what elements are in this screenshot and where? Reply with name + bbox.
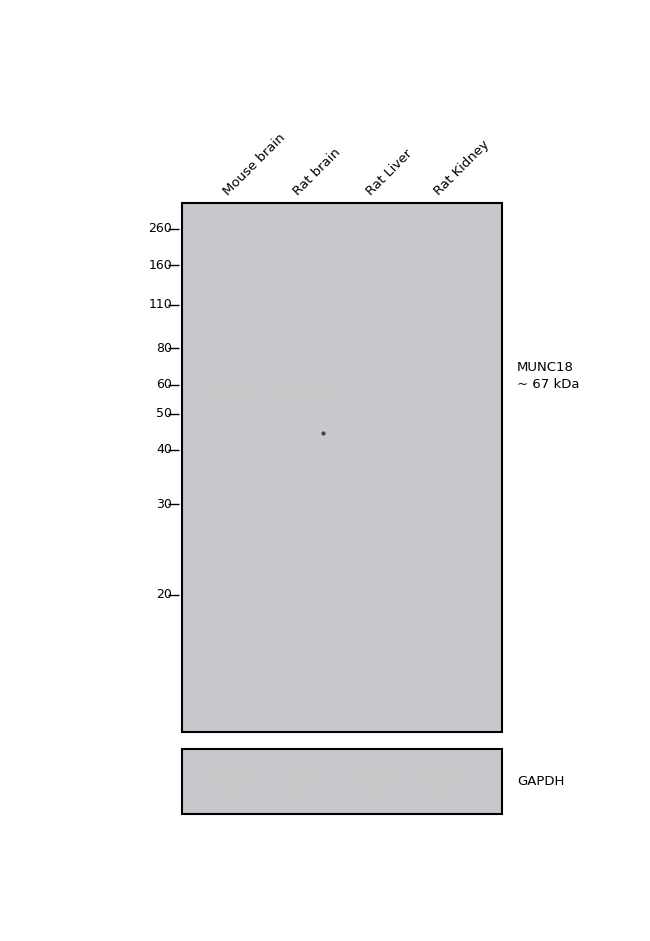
- Ellipse shape: [356, 775, 391, 788]
- Bar: [182, 203, 502, 732]
- Text: 80: 80: [156, 342, 172, 355]
- Ellipse shape: [426, 777, 458, 786]
- Ellipse shape: [205, 380, 255, 396]
- Ellipse shape: [423, 776, 460, 787]
- Ellipse shape: [285, 777, 315, 787]
- Ellipse shape: [214, 777, 246, 787]
- Ellipse shape: [359, 777, 388, 786]
- Ellipse shape: [277, 382, 324, 394]
- Ellipse shape: [268, 379, 332, 398]
- Ellipse shape: [419, 774, 464, 789]
- Ellipse shape: [283, 775, 317, 788]
- Text: Rat Liver: Rat Liver: [364, 147, 415, 198]
- Ellipse shape: [288, 778, 313, 785]
- Ellipse shape: [267, 378, 333, 398]
- Ellipse shape: [416, 774, 467, 790]
- Ellipse shape: [201, 378, 259, 398]
- Ellipse shape: [424, 777, 459, 787]
- Ellipse shape: [422, 775, 462, 788]
- Ellipse shape: [214, 385, 246, 392]
- Ellipse shape: [211, 383, 249, 393]
- Ellipse shape: [207, 774, 253, 790]
- Ellipse shape: [360, 778, 387, 785]
- Ellipse shape: [207, 381, 253, 395]
- Text: Rat Kidney: Rat Kidney: [432, 137, 492, 198]
- Ellipse shape: [209, 774, 250, 789]
- Ellipse shape: [418, 774, 465, 789]
- Ellipse shape: [279, 774, 322, 790]
- Ellipse shape: [415, 773, 468, 790]
- Ellipse shape: [278, 773, 323, 790]
- Text: ~ 67 kDa: ~ 67 kDa: [517, 378, 580, 391]
- Ellipse shape: [213, 384, 247, 392]
- Ellipse shape: [353, 774, 394, 789]
- Text: GAPDH: GAPDH: [517, 775, 564, 789]
- Ellipse shape: [216, 777, 244, 786]
- Ellipse shape: [212, 775, 248, 788]
- Ellipse shape: [358, 777, 389, 787]
- Ellipse shape: [354, 775, 393, 789]
- Ellipse shape: [274, 381, 327, 395]
- Text: Mouse brain: Mouse brain: [220, 131, 288, 198]
- Ellipse shape: [282, 385, 318, 392]
- Ellipse shape: [272, 380, 329, 396]
- Ellipse shape: [216, 778, 243, 785]
- Ellipse shape: [204, 379, 256, 397]
- Ellipse shape: [208, 382, 252, 395]
- Ellipse shape: [270, 379, 330, 397]
- Ellipse shape: [208, 774, 252, 789]
- Ellipse shape: [285, 776, 317, 787]
- Text: 30: 30: [156, 498, 172, 511]
- Text: MUNC18: MUNC18: [517, 361, 574, 375]
- Text: 160: 160: [148, 259, 172, 272]
- Text: 20: 20: [156, 588, 172, 601]
- Ellipse shape: [279, 383, 322, 393]
- Ellipse shape: [209, 382, 250, 394]
- Ellipse shape: [276, 382, 326, 395]
- Bar: [182, 749, 502, 814]
- Ellipse shape: [427, 778, 456, 785]
- Ellipse shape: [357, 776, 390, 787]
- Ellipse shape: [211, 775, 249, 789]
- Text: Rat brain: Rat brain: [291, 146, 343, 198]
- Ellipse shape: [350, 773, 397, 790]
- Ellipse shape: [351, 774, 396, 790]
- Text: 60: 60: [156, 378, 172, 391]
- Ellipse shape: [213, 776, 246, 787]
- Text: 260: 260: [148, 222, 172, 235]
- Ellipse shape: [202, 379, 257, 398]
- Ellipse shape: [352, 774, 395, 789]
- Ellipse shape: [280, 774, 321, 789]
- Ellipse shape: [280, 384, 320, 392]
- Ellipse shape: [282, 775, 318, 789]
- Ellipse shape: [206, 773, 254, 790]
- Ellipse shape: [421, 775, 463, 789]
- Text: 50: 50: [156, 407, 172, 420]
- Text: 110: 110: [148, 298, 172, 311]
- Ellipse shape: [281, 774, 320, 789]
- Ellipse shape: [287, 777, 314, 786]
- Text: 40: 40: [156, 443, 172, 456]
